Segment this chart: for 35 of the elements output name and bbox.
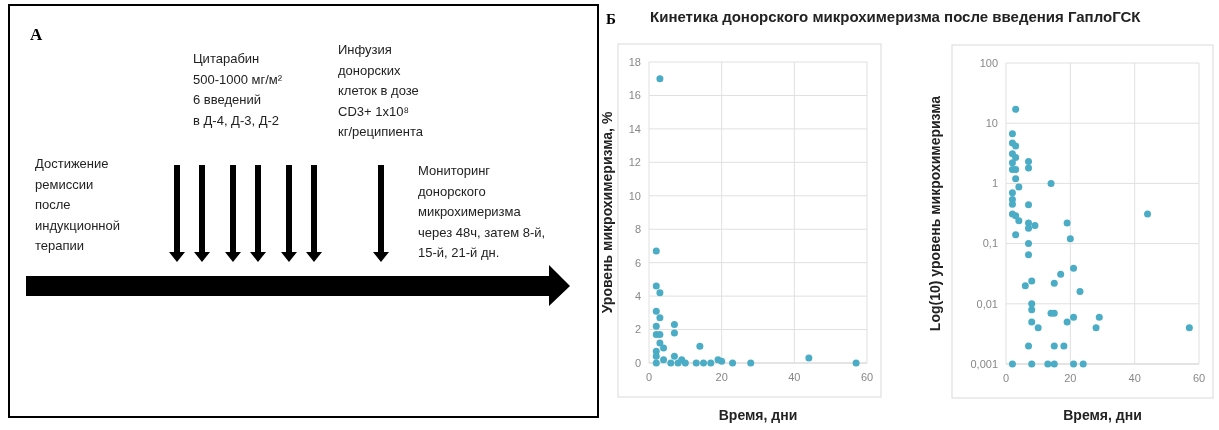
x-tick-label: 20 — [715, 371, 728, 383]
x-tick-label: 0 — [1002, 372, 1010, 384]
y-tick-label: 8 — [634, 223, 641, 236]
y-tick-label: 100 — [979, 56, 998, 69]
y-tick-label: 18 — [628, 55, 641, 68]
y-tick-label: 12 — [628, 156, 641, 169]
text: Цитарабин 500-1000 мг/м² 6 введений в Д-4, Д-3, Д-2 — [193, 51, 283, 128]
text: Мониторинг донорского микрохимеризма через 48ч, затем 8-й, 15-й, 21-й дн. — [418, 163, 546, 260]
y-tick-label: 4 — [634, 289, 641, 302]
y-tick-label: 0,1 — [982, 237, 998, 250]
x-tick-label: 60 — [860, 371, 874, 383]
y-tick-label: 6 — [634, 256, 641, 269]
y-tick-label: 0,01 — [976, 297, 998, 310]
x-tick-label: 20 — [1064, 372, 1077, 384]
x-tick-label: 40 — [1128, 372, 1141, 384]
y-tick-label: 10 — [628, 189, 641, 202]
y-tick-label: 16 — [628, 89, 641, 102]
y-axis-title: Уровень микрохимеризма, % — [599, 111, 615, 314]
x-axis-title: Время, дни — [1063, 407, 1142, 423]
text: Достижение ремиссии после индукционной терапии — [35, 156, 121, 253]
y-tick-label: 14 — [628, 122, 641, 135]
chart-title: Кинетика донорского микрохимеризма после введения ГаплоГСК — [650, 8, 1142, 25]
y-tick-label: 10 — [985, 117, 998, 130]
x-axis-title: Время, дни — [718, 407, 798, 423]
x-tick-label: 0 — [645, 371, 653, 383]
y-axis-title: Log(10) уровень микрохимеризма — [927, 95, 943, 332]
text: Б — [606, 11, 616, 27]
y-tick-label: 2 — [634, 323, 641, 336]
text: Инфузия донорских клеток в дозе CD3+ 1x10⁸ кг/реципиента — [338, 42, 424, 139]
y-tick-label: 0 — [634, 356, 641, 369]
y-tick-label: 0,001 — [970, 357, 998, 370]
text: А — [30, 25, 43, 44]
x-tick-label: 40 — [788, 371, 801, 383]
x-tick-label: 60 — [1192, 372, 1206, 384]
y-tick-label: 1 — [991, 177, 998, 190]
